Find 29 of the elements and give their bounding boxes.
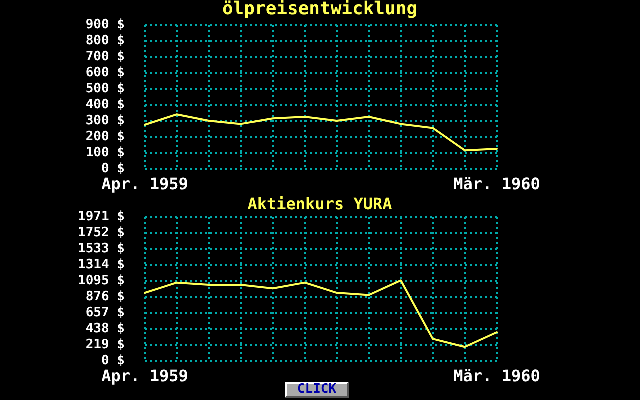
chart-title: Aktienkurs YURA <box>248 194 393 214</box>
y-tick-label: 300 $ <box>86 114 125 128</box>
y-tick-label: 100 $ <box>86 146 125 160</box>
y-tick-label: 900 $ <box>86 18 125 32</box>
click-button[interactable]: CLICK <box>285 382 349 398</box>
y-tick-label: 219 $ <box>86 338 125 352</box>
x-tick-label: Apr. 1959 <box>102 174 188 194</box>
x-tick-label: Mär. 1960 <box>454 366 540 386</box>
y-tick-label: 1314 $ <box>78 258 125 272</box>
y-tick-label: 876 $ <box>86 290 125 304</box>
y-tick-label: 657 $ <box>86 306 125 320</box>
y-tick-label: 1971 $ <box>78 210 125 224</box>
x-tick-label: Mär. 1960 <box>454 174 540 194</box>
y-tick-label: 1533 $ <box>78 242 125 256</box>
y-tick-label: 800 $ <box>86 34 125 48</box>
y-tick-label: 700 $ <box>86 50 125 64</box>
chart-title: ölpreisentwicklung <box>222 0 418 20</box>
y-tick-label: 600 $ <box>86 66 125 80</box>
line-series <box>144 114 498 152</box>
line-series <box>144 280 498 348</box>
y-tick-label: 200 $ <box>86 130 125 144</box>
y-tick-label: 438 $ <box>86 322 125 336</box>
y-tick-label: 0 $ <box>102 162 125 176</box>
y-tick-label: 0 $ <box>102 354 125 368</box>
y-tick-label: 400 $ <box>86 98 125 112</box>
x-tick-label: Apr. 1959 <box>102 366 188 386</box>
y-tick-label: 500 $ <box>86 82 125 96</box>
y-tick-label: 1095 $ <box>78 274 125 288</box>
y-tick-label: 1752 $ <box>78 226 125 240</box>
